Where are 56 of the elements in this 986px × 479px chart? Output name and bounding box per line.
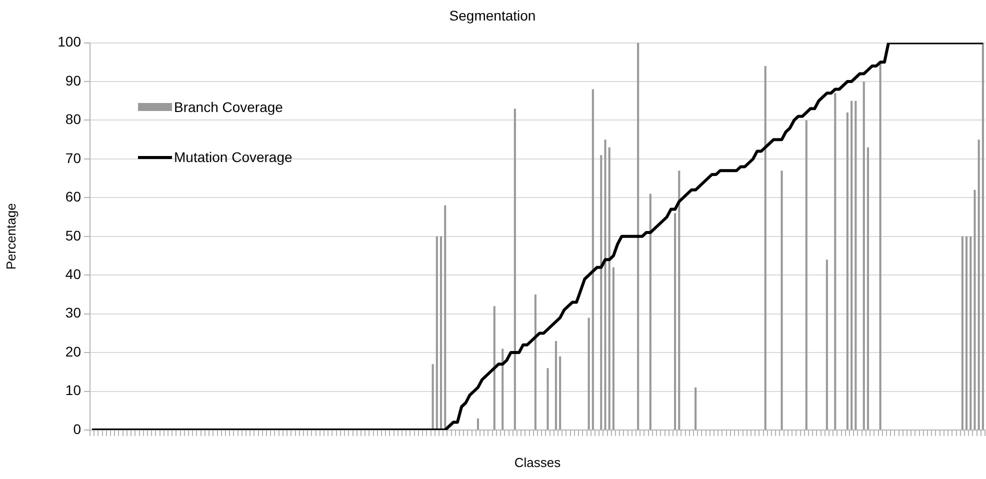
bar — [546, 368, 549, 430]
x-axis-title: Classes — [514, 454, 562, 470]
y-tick-label: 90 — [65, 72, 82, 88]
bar — [514, 108, 516, 430]
bar — [974, 190, 976, 430]
bar — [534, 294, 536, 430]
bar — [600, 155, 602, 430]
bar — [678, 170, 680, 430]
y-tick-label: 80 — [65, 111, 82, 128]
bar — [554, 340, 557, 430]
y-tick-label: 30 — [65, 304, 82, 321]
bar — [476, 418, 479, 430]
bar — [649, 194, 652, 430]
bar — [834, 93, 836, 430]
bar — [879, 62, 882, 430]
y-tick-label: 40 — [65, 266, 82, 282]
bar — [982, 42, 984, 430]
bar — [780, 170, 783, 430]
bar — [588, 318, 590, 430]
bar — [559, 356, 562, 430]
bar — [978, 140, 980, 430]
bar — [637, 42, 640, 430]
y-tick-label: 70 — [65, 150, 82, 166]
y-tick-label: 0 — [73, 420, 82, 437]
bar — [826, 260, 828, 430]
bar — [966, 236, 968, 430]
y-tick-label: 20 — [65, 343, 82, 360]
bar — [764, 66, 766, 430]
bar — [862, 82, 865, 430]
bar — [604, 140, 606, 430]
bar — [436, 236, 438, 430]
legend-label: Branch Coverage — [174, 99, 283, 115]
y-tick-label: 60 — [65, 188, 82, 205]
bar — [608, 147, 610, 430]
chart-title: Segmentation — [449, 7, 536, 24]
y-axis-title: Percentage — [3, 203, 18, 270]
legend-label: Mutation Coverage — [174, 149, 292, 165]
bar — [805, 120, 808, 430]
bar — [961, 236, 964, 430]
bar — [502, 348, 504, 430]
bar — [694, 387, 697, 430]
bar — [970, 236, 972, 430]
bar — [444, 205, 446, 430]
y-tick-label: 50 — [65, 227, 82, 244]
bar — [432, 364, 434, 430]
bar — [846, 112, 848, 430]
bar — [440, 236, 442, 430]
y-tick-label: 100 — [58, 34, 82, 50]
bar — [592, 89, 594, 430]
bar — [674, 213, 676, 430]
bar — [612, 267, 614, 430]
bar — [850, 100, 853, 430]
bar — [866, 147, 870, 430]
y-tick-label: 10 — [65, 382, 82, 398]
bar — [493, 306, 496, 430]
bar — [854, 100, 857, 430]
